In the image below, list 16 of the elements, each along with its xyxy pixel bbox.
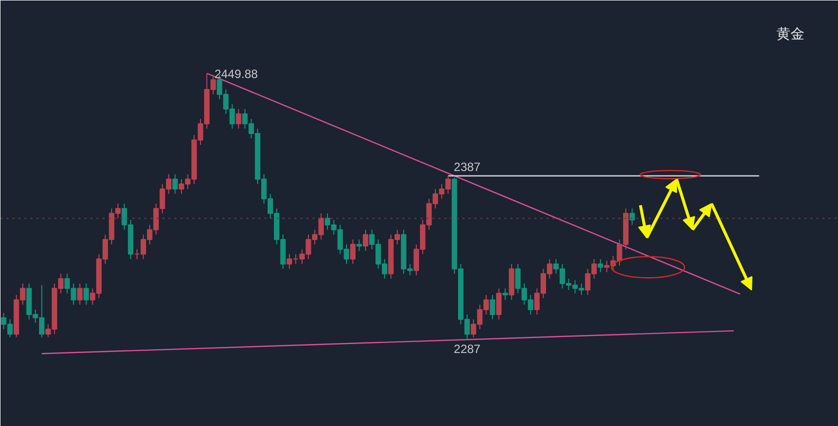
candlestick: [629, 208, 635, 226]
annotation: 2449.88: [214, 66, 258, 81]
candlestick: [236, 108, 242, 130]
candlestick: [350, 238, 356, 264]
candlestick: [83, 283, 89, 306]
chart-title: 黄金: [776, 26, 804, 42]
candlestick: [77, 283, 83, 306]
candlestick: [502, 288, 508, 300]
annotation: 2387: [454, 160, 481, 174]
text: 2287: [454, 342, 481, 356]
candlestick: [496, 288, 502, 320]
candlestick: [172, 174, 178, 194]
candlestick: [598, 258, 604, 273]
candlestick: [356, 238, 362, 252]
candlestick: [490, 294, 496, 320]
candlestick: [362, 229, 368, 252]
